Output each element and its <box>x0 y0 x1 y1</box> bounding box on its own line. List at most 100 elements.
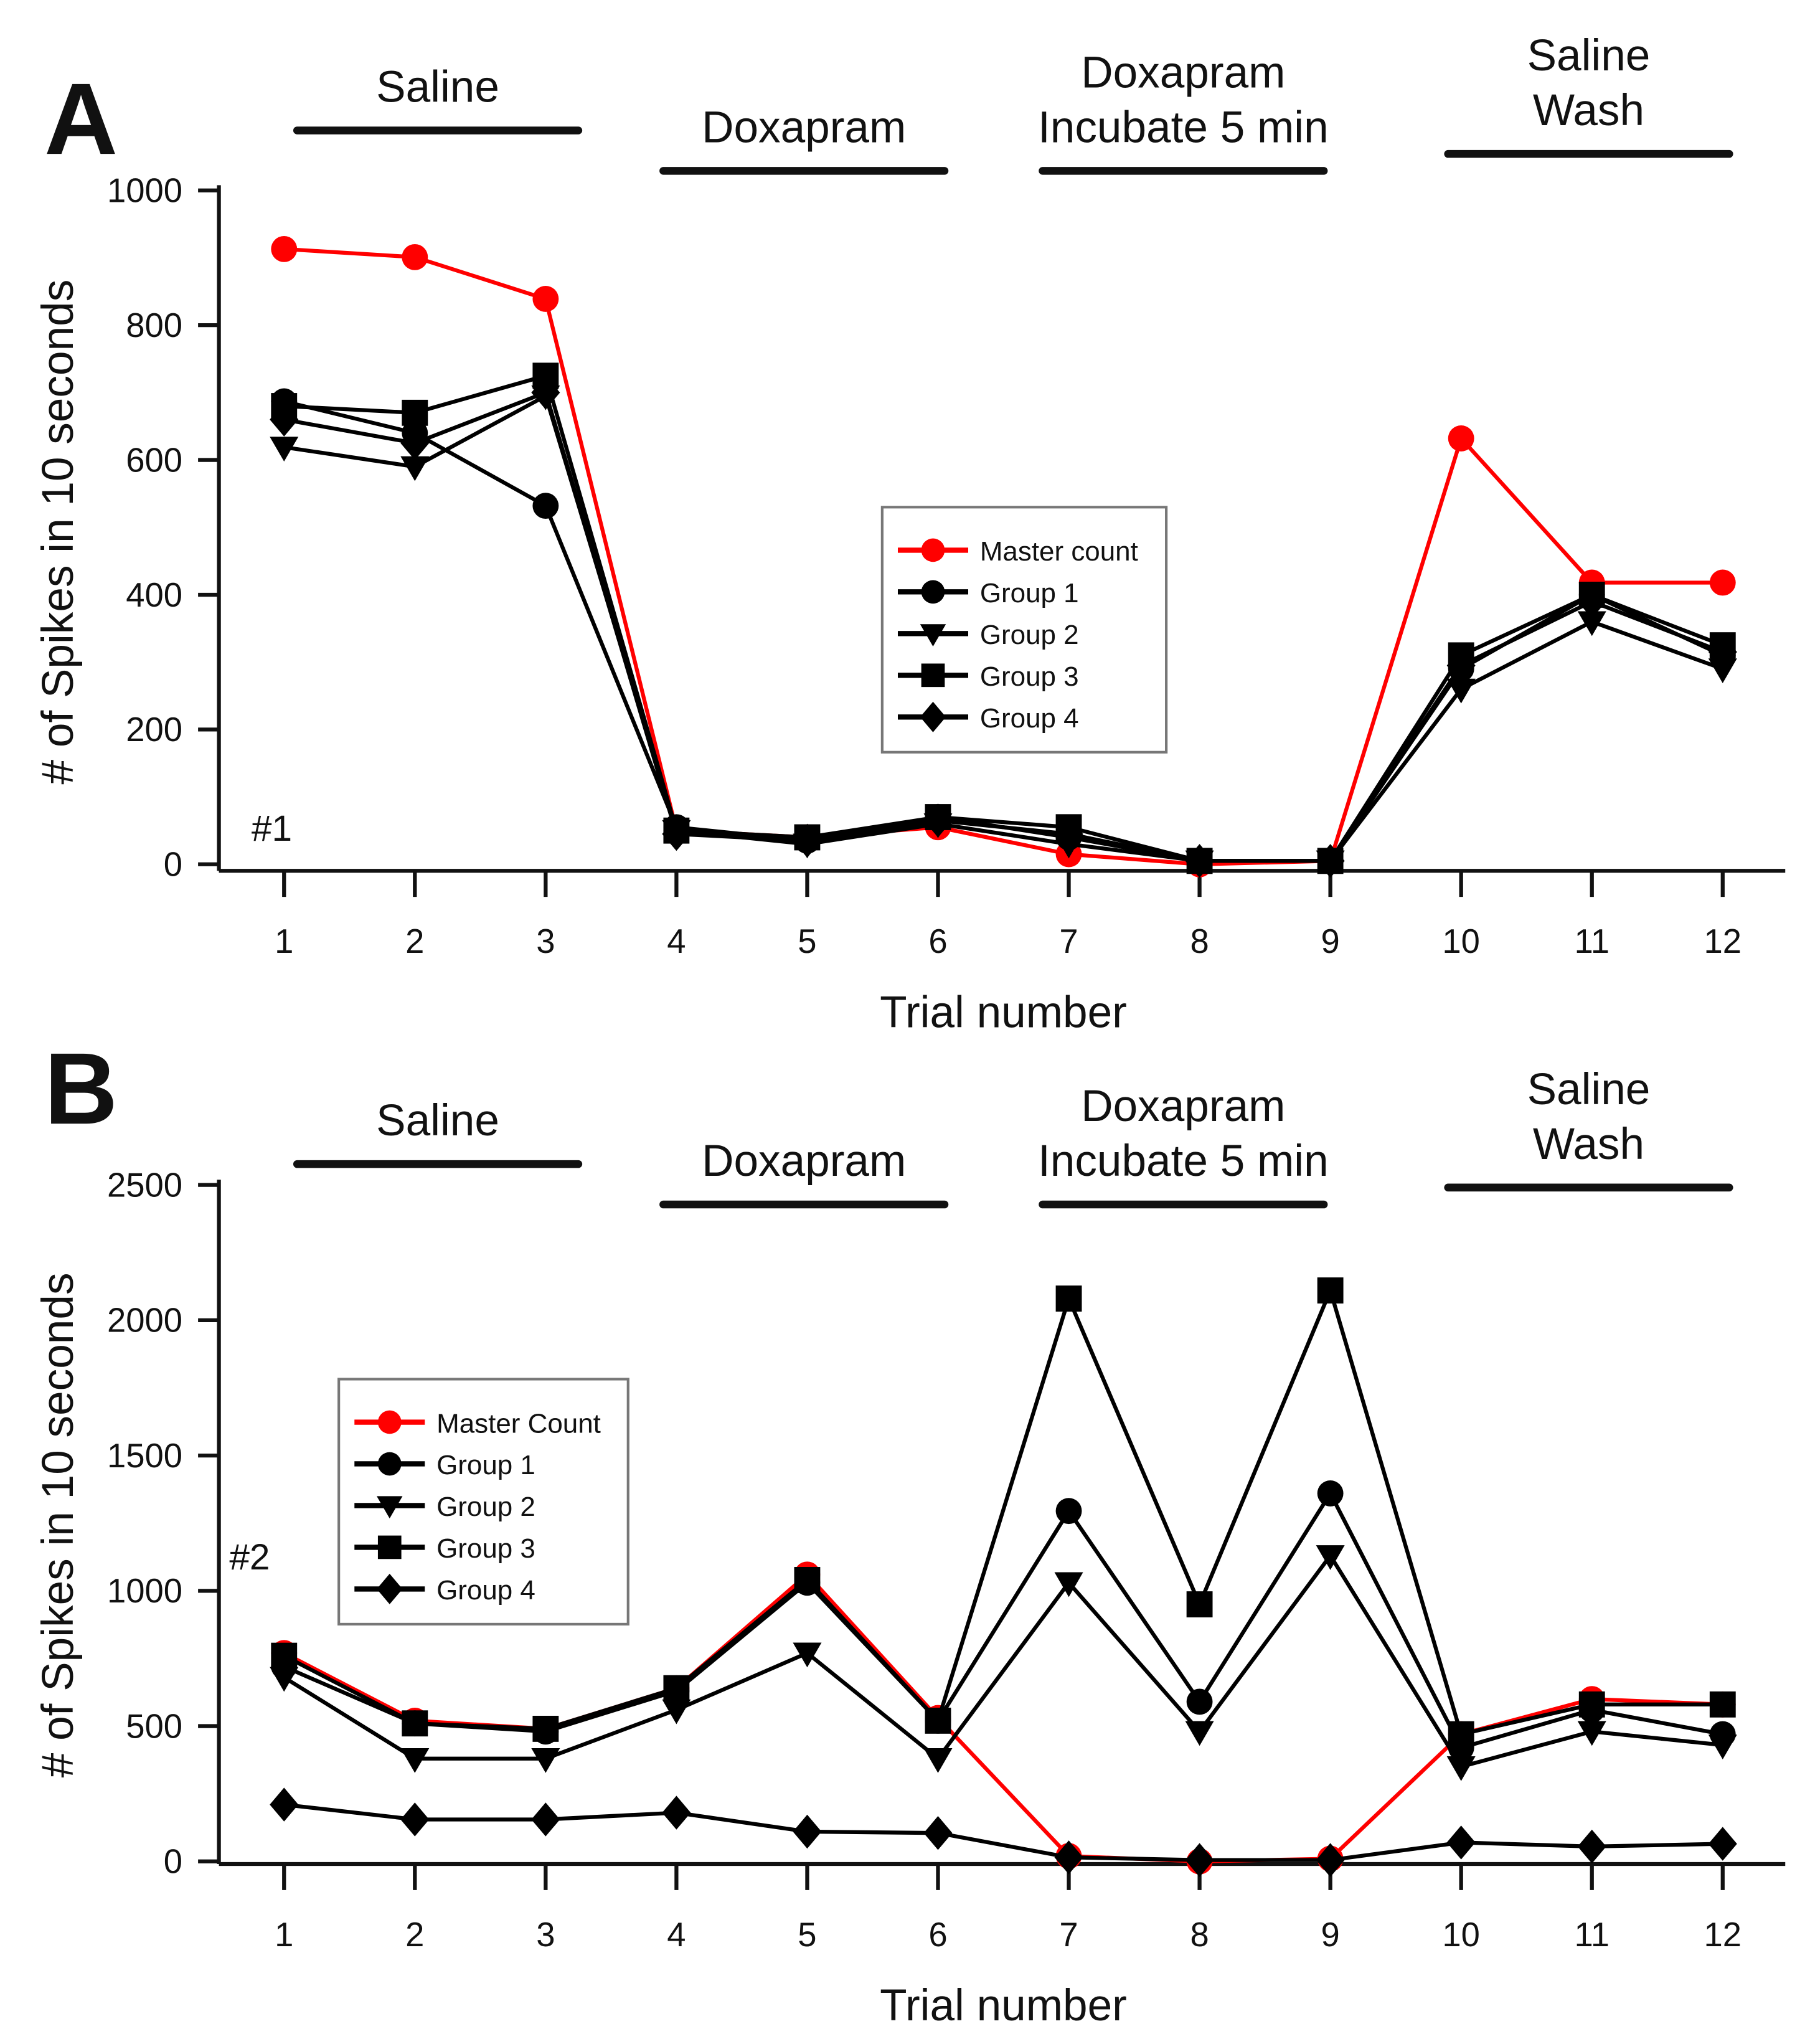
triangle-marker <box>1577 1721 1606 1746</box>
square-marker <box>1055 1285 1082 1312</box>
x-tick-label: 9 <box>1321 1916 1340 1954</box>
phase-label: Doxapram <box>702 1137 906 1186</box>
x-tick-label: 5 <box>798 1916 816 1954</box>
x-tick-label: 8 <box>1190 922 1209 960</box>
circle-marker <box>1055 1498 1082 1525</box>
y-tick-label: 400 <box>126 576 182 614</box>
series-line <box>283 390 1723 863</box>
triangle-marker <box>1708 658 1737 683</box>
circle-marker <box>1448 425 1474 452</box>
panel-label: A <box>44 62 118 176</box>
phase-label: Incubate 5 min <box>1038 103 1329 152</box>
circle-marker <box>1186 1688 1213 1715</box>
diamond-marker <box>270 402 299 437</box>
x-tick-label: 4 <box>667 1916 686 1954</box>
triangle-marker <box>1446 678 1476 704</box>
phase-label: Saline <box>376 1096 499 1145</box>
legend-label: Group 3 <box>436 1533 535 1564</box>
square-marker <box>377 1535 402 1559</box>
legend-label: Master count <box>980 536 1138 567</box>
triangle-marker <box>662 1699 691 1725</box>
chart-panel-a: A Saline Doxapram Doxapram Incubate 5 min Sal… <box>34 31 1786 1037</box>
phase-label: Doxapram <box>1081 48 1285 97</box>
y-axis-label: # of Spikes in 10 seconds <box>34 1272 83 1777</box>
x-axis-label: Trial number <box>880 988 1127 1037</box>
legend-label: Group 3 <box>980 661 1079 692</box>
diamond-marker <box>400 1802 430 1837</box>
diamond-marker <box>531 1802 560 1837</box>
triangle-marker <box>400 1748 430 1773</box>
legend-label: Group 1 <box>436 1450 535 1480</box>
diamond-marker <box>270 1787 299 1822</box>
series-line <box>283 1284 1723 1737</box>
x-tick-label: 12 <box>1704 922 1742 960</box>
triangle-marker <box>270 1667 299 1692</box>
phase-label: Doxapram <box>702 103 906 152</box>
legend-label: Group 4 <box>436 1575 535 1606</box>
square-marker <box>921 663 945 688</box>
y-tick-label: 1000 <box>107 172 182 210</box>
x-axis-label: Trial number <box>880 1981 1127 2030</box>
phase-label: Saline <box>376 62 499 111</box>
diamond-marker <box>662 816 691 851</box>
square-marker <box>1186 1591 1213 1617</box>
series-line <box>284 373 1723 863</box>
x-tick-label: 3 <box>536 922 555 960</box>
square-marker <box>402 1710 428 1737</box>
series-line <box>283 393 1723 863</box>
phase-label: Doxapram <box>1081 1082 1285 1131</box>
legend: Master count Group 1 Group 2 Group 3 Group 4 <box>880 506 1168 754</box>
diamond-marker <box>1708 1827 1737 1861</box>
square-marker <box>1709 1691 1736 1718</box>
diamond-marker <box>1316 1843 1345 1877</box>
legend-item: Master Count <box>354 1408 601 1439</box>
x-tick-label: 11 <box>1574 922 1609 960</box>
legend-item: Group 1 <box>354 1450 535 1480</box>
legend-label: Group 2 <box>980 620 1079 650</box>
triangle-marker <box>1577 611 1606 636</box>
phase-label: Wash <box>1533 86 1644 135</box>
circle-marker <box>532 493 559 519</box>
x-tick-label: 7 <box>1059 922 1078 960</box>
series-line <box>283 1802 1723 1862</box>
circle-marker <box>1317 1480 1344 1507</box>
circle-marker <box>377 1410 402 1434</box>
legend: Master Count Group 1 Group 2 Group 3 Group 4 <box>337 1378 629 1625</box>
y-tick-label: 800 <box>126 306 182 344</box>
square-marker <box>1317 1277 1344 1304</box>
diamond-marker <box>920 701 946 732</box>
legend-item: Group 4 <box>897 701 1079 734</box>
diamond-marker <box>1185 1843 1214 1877</box>
triangle-marker <box>923 1748 953 1773</box>
x-tick-label: 11 <box>1574 1916 1609 1954</box>
circle-marker <box>921 580 945 604</box>
y-tick-label: 2000 <box>107 1302 182 1340</box>
series-group-3 <box>271 1277 1736 1748</box>
circle-marker <box>1709 569 1736 596</box>
legend-label: Master Count <box>436 1408 601 1439</box>
triangle-marker <box>920 624 946 647</box>
square-marker <box>1578 1691 1605 1718</box>
triangle-marker <box>1708 1734 1737 1760</box>
square-marker <box>794 1567 821 1593</box>
triangle-marker <box>531 1748 560 1773</box>
x-tick-label: 2 <box>405 1916 424 1954</box>
y-tick-label: 200 <box>126 711 182 749</box>
x-tick-label: 1 <box>275 1916 293 1954</box>
square-marker <box>1448 1721 1474 1748</box>
series-line <box>283 1489 1723 1751</box>
trial-annotation: #2 <box>229 1537 270 1578</box>
series-group-2 <box>270 1545 1737 1781</box>
series-line <box>284 247 1723 866</box>
triangle-marker <box>1316 1545 1345 1570</box>
series-line <box>283 1552 1723 1769</box>
triangle-marker <box>793 1642 822 1668</box>
circle-marker <box>921 538 945 562</box>
x-tick-label: 6 <box>928 1916 947 1954</box>
diamond-marker <box>1577 1829 1606 1864</box>
y-tick-label: 0 <box>164 846 182 884</box>
x-tick-label: 10 <box>1442 1916 1480 1954</box>
phase-label: Saline <box>1527 31 1651 80</box>
x-tick-label: 2 <box>405 922 424 960</box>
square-marker <box>402 399 428 426</box>
